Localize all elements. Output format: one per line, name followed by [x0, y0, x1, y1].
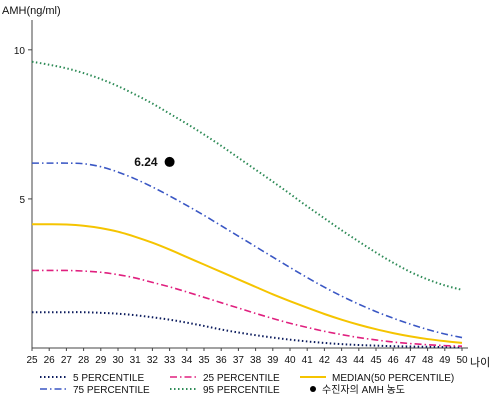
x-tick-label: 30	[112, 355, 124, 366]
x-tick-label: 46	[388, 355, 400, 366]
x-tick-label: 37	[233, 355, 245, 366]
x-tick-label: 28	[78, 355, 90, 366]
y-axis-title: AMH(ng/ml)	[2, 5, 61, 17]
x-tick-label: 25	[26, 355, 38, 366]
patient-marker-point	[164, 156, 175, 167]
series-line	[32, 269, 463, 348]
x-tick-label: 36	[216, 355, 228, 366]
series-line	[32, 311, 463, 349]
marker-layer: 6.24	[134, 155, 175, 169]
x-tick-label: 49	[439, 355, 451, 366]
patient-marker-label: 6.24	[134, 155, 158, 169]
x-tick-label: 34	[181, 355, 193, 366]
x-tick-label: 32	[147, 355, 159, 366]
x-tick-label: 29	[95, 355, 107, 366]
series-layer	[31, 60, 463, 349]
legend: 5 PERCENTILE 25 PERCENTILE MEDIAN(50 PERCE…	[40, 373, 454, 396]
x-tick-label: 38	[250, 355, 262, 366]
x-tick-label: 35	[198, 355, 210, 366]
y-tick-label: 5	[19, 195, 25, 206]
y-tick-label: 10	[14, 46, 26, 57]
axes: 5 10 25 26 27 28 29 30 31 32 33 34 35 36 37 38 39 40 41 42 4…	[14, 20, 468, 366]
series-line	[31, 60, 463, 291]
x-tick-label: 27	[61, 355, 73, 366]
x-tick-label: 26	[44, 355, 56, 366]
series-line	[31, 162, 463, 339]
x-tick-label: 50	[456, 355, 468, 366]
x-tick-label: 41	[302, 355, 314, 366]
legend-label: 95 PERCENTILE	[203, 385, 280, 396]
legend-label: 25 PERCENTILE	[203, 373, 280, 384]
legend-label: MEDIAN(50 PERCENTILE)	[332, 373, 454, 384]
x-tick-label: 45	[370, 355, 382, 366]
x-tick-label: 43	[336, 355, 348, 366]
legend-label: 75 PERCENTILE	[73, 385, 150, 396]
legend-marker-swatch	[310, 386, 316, 392]
legend-label: 5 PERCENTILE	[73, 373, 144, 384]
x-tick-label: 33	[164, 355, 176, 366]
legend-marker-label: 수진자의 AMH 농도	[322, 384, 405, 396]
x-tick-label: 40	[284, 355, 296, 366]
x-axis-title: 나이	[470, 356, 490, 369]
x-tick-label: 48	[422, 355, 434, 366]
x-tick-label: 39	[267, 355, 279, 366]
x-tick-label: 42	[319, 355, 331, 366]
series-line	[31, 223, 463, 344]
x-tick-label: 47	[405, 355, 417, 366]
x-tick-label: 31	[130, 355, 142, 366]
x-tick-label: 44	[353, 355, 365, 366]
